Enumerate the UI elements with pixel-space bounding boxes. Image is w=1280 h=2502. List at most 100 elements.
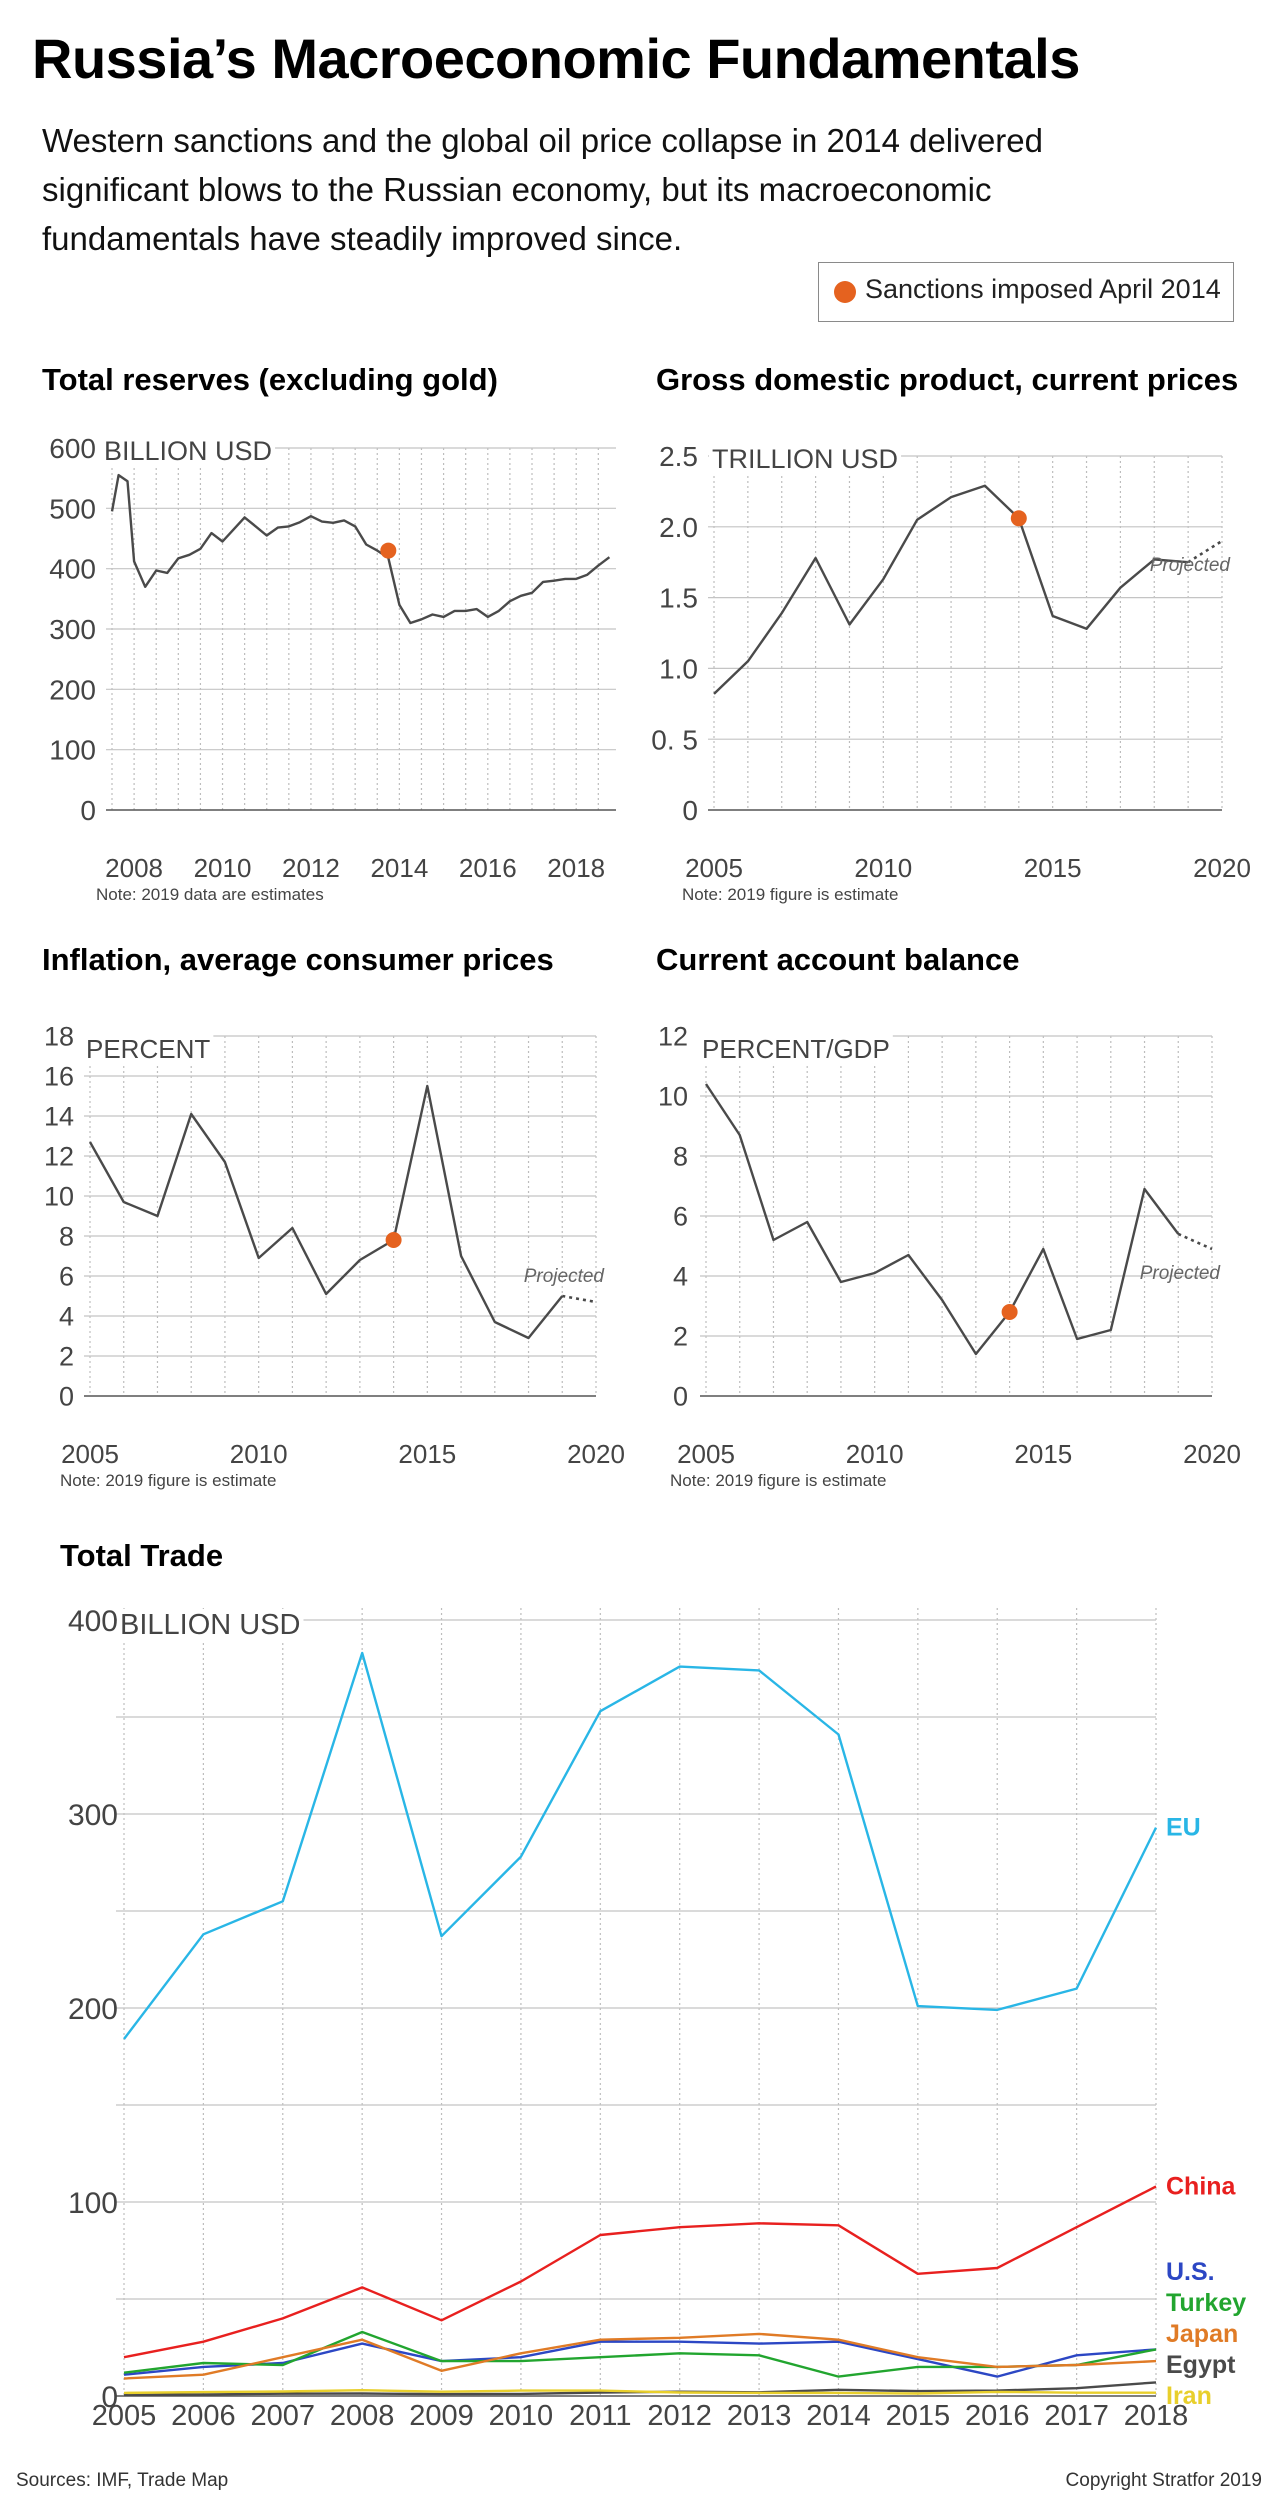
sanctions-legend: Sanctions imposed April 2014 [818,262,1234,322]
y-tick-label: 2.5 [659,441,698,472]
y-tick-label: 8 [673,1142,688,1172]
y-tick-label: 10 [658,1082,688,1112]
y-tick-label: 100 [49,735,96,766]
y-tick-label: 12 [658,1022,688,1052]
iran-series-line [123,2389,1156,2395]
iran-series-label: Iran [1166,2382,1212,2410]
y-tick-label: 0 [673,1382,688,1412]
x-tick-label: 2009 [409,2400,474,2432]
x-tick-label: 2012 [647,2400,712,2432]
y-tick-label: 2 [59,1342,74,1372]
gdp-note: Note: 2019 figure is estimate [682,885,898,904]
y-tick-label: 0 [59,1382,74,1412]
inflation-projected-label: Projected [524,1266,606,1287]
x-tick-label: 2005 [92,2400,157,2432]
x-tick-label: 2010 [854,853,912,883]
y-tick-label: 400 [49,554,96,585]
x-tick-label: 2010 [489,2400,554,2432]
sources-note: Sources: IMF, Trade Map [16,2470,229,2491]
y-tick-label: 0 [80,795,96,826]
gdp-chart: Gross domestic product, current prices 0 0… [651,362,1251,904]
current_account-note: Note: 2019 figure is estimate [670,1471,886,1490]
china-series-label: China [1166,2172,1237,2200]
y-tick-label: 300 [68,1799,118,1832]
x-tick-label: 2020 [567,1439,625,1469]
reserves-chart-title: Total reserves (excluding gold) [42,362,498,397]
unit-label-background [709,444,902,474]
unit-label-background [83,1034,214,1064]
x-tick-label: 2007 [251,2400,316,2432]
y-tick-label: 1.0 [659,653,698,684]
page-title: Russia’s Macroeconomic Fundamentals [32,27,1080,90]
y-tick-label: 500 [49,493,96,524]
copyright-note: Copyright Stratfor 2019 [1065,2470,1262,2491]
y-tick-label: 16 [44,1062,74,1092]
eu-series-label: EU [1166,1814,1201,1842]
x-tick-label: 2010 [194,853,252,883]
y-tick-label: 200 [68,1993,118,2026]
gdp-projected-label: Projected [1150,555,1232,576]
unit-label-background [117,1609,304,1641]
reserves-chart: Total reserves (excluding gold) 0 100 200 30… [42,362,616,904]
unit-label-background [699,1034,893,1064]
y-tick-label: 10 [44,1182,74,1212]
gdp-series-line [713,484,1189,695]
x-tick-label: 2010 [230,1439,288,1469]
y-tick-label: 2.0 [659,512,698,543]
current_account-series-line [704,1083,1180,1356]
y-tick-label: 0. 5 [651,724,698,755]
x-tick-label: 2008 [330,2400,395,2432]
y-tick-label: 6 [673,1202,688,1232]
x-tick-label: 2005 [677,1439,735,1469]
current_account-chart-title: Current account balance [656,942,1019,977]
inflation-projected-line [562,1294,597,1304]
u-s-series-label: U.S. [1166,2258,1215,2286]
y-tick-label: 0 [101,2381,118,2414]
x-tick-label: 2005 [61,1439,119,1469]
x-tick-label: 2011 [569,2400,631,2432]
trade-chart-title: Total Trade [60,1538,223,1573]
y-tick-label: 400 [68,1605,118,1638]
y-tick-label: 4 [59,1302,74,1332]
x-tick-label: 2005 [685,853,743,883]
sanctions-marker [1001,1304,1018,1320]
y-tick-label: 6 [59,1262,74,1292]
japan-series-label: Japan [1166,2320,1238,2348]
china-series-line [123,2185,1157,2359]
x-tick-label: 2020 [1193,853,1251,883]
egypt-series-label: Egypt [1166,2351,1236,2379]
sanctions-marker [385,1232,402,1248]
sanctions-marker-icon [834,281,856,303]
y-tick-label: 1.5 [659,583,698,614]
current_account-unit-label: PERCENT/GDP [702,1034,890,1064]
current-account-chart: Current account balance 0 2 4 6 8 10 12 PERCENT/… [656,942,1241,1490]
x-tick-label: 2013 [727,2400,792,2432]
inflation-chart: Inflation, average consumer prices 0 2 4 6 8 1… [42,942,625,1490]
x-tick-label: 2015 [1014,1439,1072,1469]
inflation-chart-title: Inflation, average consumer prices [42,942,554,977]
page-subtitle: Western sanctions and the global oil pri… [42,122,1044,257]
y-tick-label: 0 [682,795,698,826]
y-tick-label: 300 [49,614,96,645]
x-tick-label: 2017 [1044,2400,1109,2432]
reserves-unit-label: BILLION USD [104,436,272,466]
x-tick-label: 2018 [1124,2400,1189,2432]
sanctions-legend-label: Sanctions imposed April 2014 [865,274,1221,304]
y-tick-label: 4 [673,1262,688,1292]
x-tick-label: 2012 [282,853,340,883]
x-tick-label: 2014 [806,2400,871,2432]
sanctions-marker [380,542,397,559]
turkey-series-label: Turkey [1166,2289,1246,2317]
y-tick-label: 2 [673,1322,688,1352]
y-tick-label: 600 [49,433,96,464]
japan-series-line [123,2332,1157,2380]
x-tick-label: 2016 [459,853,517,883]
x-tick-label: 2015 [886,2400,951,2432]
x-tick-label: 2010 [846,1439,904,1469]
gdp-chart-title: Gross domestic product, current prices [656,362,1238,397]
turkey-series-line [123,2330,1157,2378]
inflation-series-line [88,1084,564,1340]
y-tick-label: 14 [44,1102,74,1132]
reserves-series-line [110,473,611,625]
x-tick-label: 2016 [965,2400,1030,2432]
